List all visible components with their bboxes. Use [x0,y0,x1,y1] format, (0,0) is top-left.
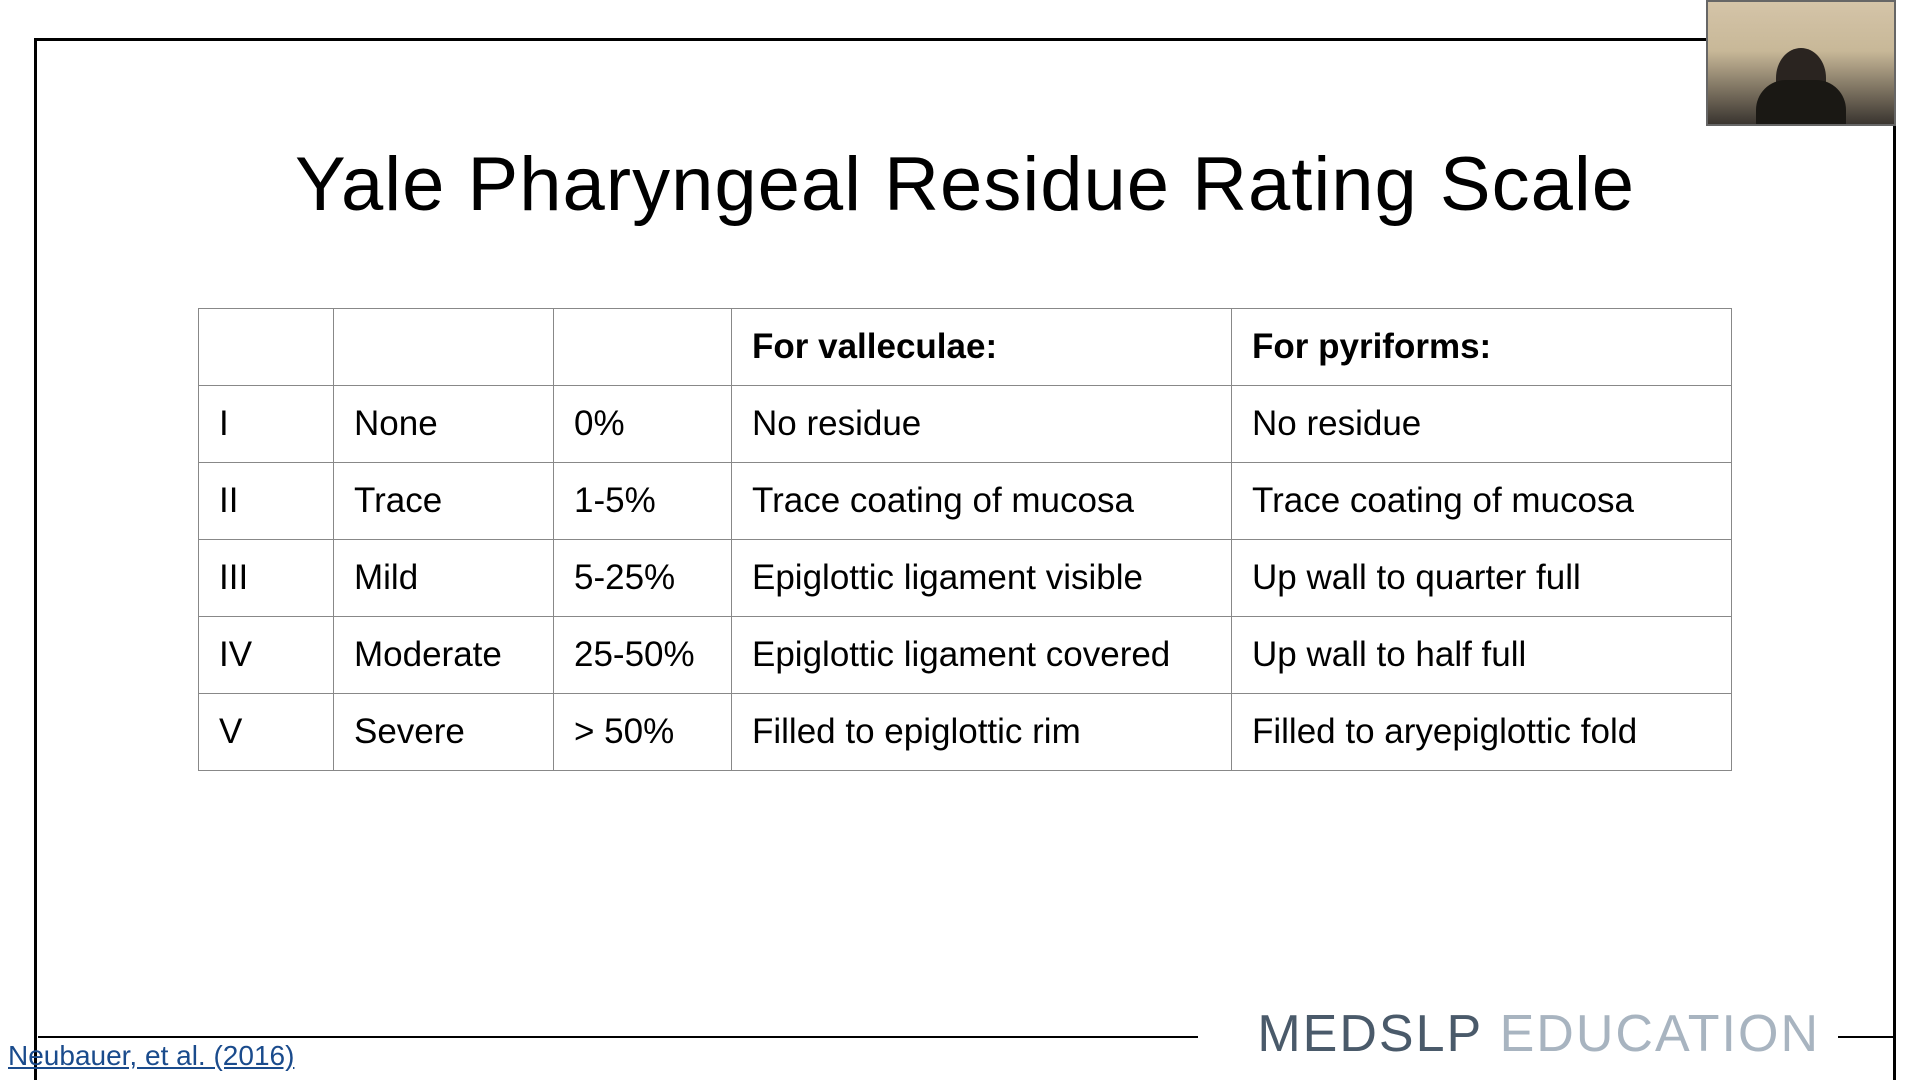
cell-valleculae: Trace coating of mucosa [732,463,1232,540]
table-header-row: For valleculae: For pyriforms: [199,309,1732,386]
header-valleculae: For valleculae: [732,309,1232,386]
cell-percent: 0% [554,386,732,463]
cell-pyriforms: Up wall to half full [1232,617,1732,694]
cell-pyriforms: Filled to aryepiglottic fold [1232,694,1732,771]
presenter-webcam [1706,0,1896,126]
citation-link[interactable]: Neubauer, et al. (2016) [8,1040,294,1072]
table-row: IV Moderate 25-50% Epiglottic ligament c… [199,617,1732,694]
table-row: I None 0% No residue No residue [199,386,1732,463]
slide-frame: Yale Pharyngeal Residue Rating Scale For… [34,38,1896,1080]
cell-valleculae: Filled to epiglottic rim [732,694,1232,771]
cell-percent: 25-50% [554,617,732,694]
cell-pyriforms: Trace coating of mucosa [1232,463,1732,540]
cell-percent: 5-25% [554,540,732,617]
footer-divider-left [38,1036,1198,1038]
cell-level: V [199,694,334,771]
footer-divider-right [1838,1036,1894,1038]
cell-level: III [199,540,334,617]
rating-table: For valleculae: For pyriforms: I None 0%… [198,308,1732,771]
table-row: II Trace 1-5% Trace coating of mucosa Tr… [199,463,1732,540]
cell-severity: Trace [334,463,554,540]
header-percent [554,309,732,386]
cell-pyriforms: No residue [1232,386,1732,463]
table-row: III Mild 5-25% Epiglottic ligament visib… [199,540,1732,617]
table-row: V Severe > 50% Filled to epiglottic rim … [199,694,1732,771]
cell-severity: Moderate [334,617,554,694]
brand-logo: MEDSLP EDUCATION [1257,1004,1820,1064]
cell-severity: None [334,386,554,463]
cell-percent: 1-5% [554,463,732,540]
slide-title: Yale Pharyngeal Residue Rating Scale [37,141,1893,228]
header-level [199,309,334,386]
cell-level: IV [199,617,334,694]
cell-severity: Severe [334,694,554,771]
cell-severity: Mild [334,540,554,617]
cell-level: II [199,463,334,540]
cell-valleculae: Epiglottic ligament visible [732,540,1232,617]
cell-valleculae: Epiglottic ligament covered [732,617,1232,694]
cell-level: I [199,386,334,463]
header-severity [334,309,554,386]
cell-pyriforms: Up wall to quarter full [1232,540,1732,617]
rating-table-container: For valleculae: For pyriforms: I None 0%… [198,308,1732,771]
cell-valleculae: No residue [732,386,1232,463]
brand-logo-part-b: EDUCATION [1483,1005,1820,1063]
header-pyriforms: For pyriforms: [1232,309,1732,386]
brand-logo-part-a: MEDSLP [1257,1005,1483,1063]
cell-percent: > 50% [554,694,732,771]
